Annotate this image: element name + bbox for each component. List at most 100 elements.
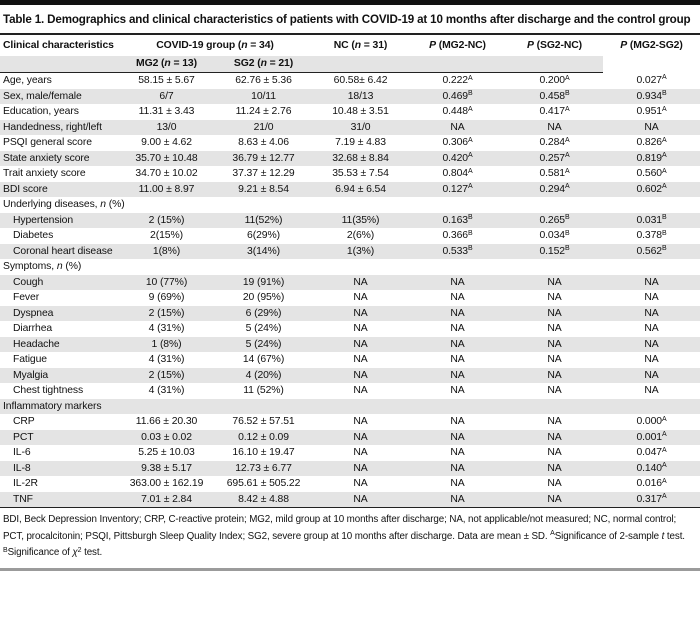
row-label: Education, years (3, 106, 79, 117)
cell: 11(52%) (215, 212, 313, 228)
row-label: IL-8 (0, 460, 118, 476)
cell: NA (353, 354, 368, 365)
cell: NA (450, 354, 465, 365)
cell: 13/0 (118, 119, 215, 135)
cell: 0.819A (603, 150, 700, 166)
cell: NA (312, 305, 410, 321)
table-row: Cough 10 (77%) 19 (91%) NA NA NA NA (0, 274, 700, 290)
table-row: Headache 1 (8%) 5 (24%) NA NA NA NA (0, 336, 700, 352)
cell: 10.48 ± 3.51 (332, 106, 389, 117)
cell: NA (547, 447, 562, 458)
cell: 2 (15%) (118, 212, 215, 228)
table-row: Hypertension 2 (15%) 11(52%) 11(35%) 0.163B 0… (0, 212, 700, 228)
cell: 1(3%) (312, 243, 410, 259)
section-label: Symptoms, n (%) (3, 261, 82, 272)
section-row: Underlying diseases, n (%) (0, 197, 700, 213)
cell: 2 (15%) (118, 367, 215, 383)
table-row: Age, years 58.15 ± 5.67 62.76 ± 5.36 60.58±… (0, 73, 700, 89)
table-row: PSQI general score 9.00 ± 4.62 8.63 ± 4.06… (0, 135, 700, 151)
cell: 0.000A (636, 415, 667, 428)
table-row: State anxiety score 35.70 ± 10.48 36.79 ± … (0, 150, 700, 166)
table-row: IL-6 5.25 ± 10.03 16.10 ± 19.47 NA NA NA 0.047… (0, 445, 700, 461)
row-label: Diarrhea (13, 323, 53, 334)
table-footnote: BDI, Beck Depression Inventory; CRP, C-r… (3, 514, 685, 559)
row-label: State anxiety score (0, 150, 118, 166)
cell: 0.306A (442, 136, 473, 149)
cell: 35.53 ± 7.54 (332, 168, 389, 179)
cell: NA (353, 416, 368, 427)
cell: 12.73 ± 6.77 (215, 460, 313, 476)
cell: 32.68 ± 8.84 (312, 150, 410, 166)
cell: 8.63 ± 4.06 (238, 137, 289, 148)
cell: 0.152B (506, 243, 604, 259)
cell: NA (506, 429, 604, 445)
cell: NA (506, 460, 604, 476)
cell: 18/13 (312, 88, 410, 104)
cell: NA (409, 460, 507, 476)
cell: NA (547, 478, 562, 489)
cell: 11.24 ± 2.76 (235, 106, 292, 117)
table-row: Fatigue 4 (31%) 14 (67%) NA NA NA NA (0, 352, 700, 368)
cell: 0.934B (603, 88, 700, 104)
cell: NA (506, 274, 604, 290)
cell: NA (450, 447, 465, 458)
cell: NA (312, 336, 410, 352)
cell: NA (409, 367, 507, 383)
section-row: Inflammatory markers (0, 398, 700, 414)
table-row: Sex, male/female 6/7 10/11 18/13 0.469B 0.458… (0, 88, 700, 104)
cell: 0.047A (636, 446, 667, 459)
subheader-empty (0, 56, 118, 73)
table-row: IL-2R 363.00 ± 162.19 695.61 ± 505.22 NA NA N… (0, 476, 700, 492)
row-label: TNF (0, 491, 118, 508)
col-header-clinical-characteristics: Clinical characteristics (3, 40, 114, 51)
cell: NA (312, 491, 410, 508)
table-body: Age, years 58.15 ± 5.67 62.76 ± 5.36 60.58±… (0, 73, 700, 508)
row-label: IL-2R (13, 478, 38, 489)
cell: 11(35%) (312, 212, 410, 228)
table-bottom-rule (0, 567, 700, 571)
cell: 0.804A (442, 167, 473, 180)
cell: NA (506, 491, 604, 508)
cell: NA (409, 429, 507, 445)
table-row: Diarrhea 4 (31%) 5 (24%) NA NA NA NA (0, 321, 700, 337)
table-row: Coronal heart disease 1(8%) 3(14%) 1(3%) 0.5… (0, 243, 700, 259)
cell: NA (506, 119, 604, 135)
cell: 11.00 ± 8.97 (118, 181, 215, 197)
cell: 695.61 ± 505.22 (226, 478, 301, 489)
cell: 0.163B (409, 212, 507, 228)
cell: NA (603, 305, 700, 321)
cell: NA (409, 491, 507, 508)
section-label: Inflammatory markers (0, 398, 700, 414)
cell: NA (547, 416, 562, 427)
cell: 0.826A (636, 136, 667, 149)
table-title: Table 1. Demographics and clinical chara… (3, 13, 691, 26)
cell: 11.31 ± 3.43 (138, 106, 195, 117)
cell: 0.562B (603, 243, 700, 259)
cell: 6(29%) (247, 230, 280, 241)
cell: 76.52 ± 57.51 (232, 416, 295, 427)
table-row: Myalgia 2 (15%) 4 (20%) NA NA NA NA (0, 367, 700, 383)
col-header-nc: NC (n = 31) (333, 40, 388, 51)
cell: 0.417A (539, 105, 570, 118)
cell: 0.951A (636, 105, 667, 118)
section-label: Underlying diseases, n (%) (3, 199, 125, 210)
cell: 0.031B (603, 212, 700, 228)
cell: 37.37 ± 12.29 (232, 168, 295, 179)
cell: 0.257A (506, 150, 604, 166)
cell: 11.66 ± 20.30 (135, 416, 198, 427)
cell: 5 (24%) (245, 323, 282, 334)
cell: NA (547, 385, 562, 396)
row-label: IL-6 (13, 447, 31, 458)
cell: NA (547, 323, 562, 334)
cell: 0.458B (506, 88, 604, 104)
cell: 5.25 ± 10.03 (138, 447, 195, 458)
cell: 6.94 ± 6.54 (312, 181, 410, 197)
cell: 0.200A (539, 74, 570, 87)
table-row: Diabetes 2(15%) 6(29%) 2(6%) 0.366B 0.034B 0.3… (0, 228, 700, 244)
cell: 1 (8%) (118, 336, 215, 352)
cell: 0.284A (539, 136, 570, 149)
table-row: Dyspnea 2 (15%) 6 (29%) NA NA NA NA (0, 305, 700, 321)
cell: 0.12 ± 0.09 (215, 429, 313, 445)
cell: 20 (95%) (242, 292, 285, 303)
cell: NA (353, 292, 368, 303)
